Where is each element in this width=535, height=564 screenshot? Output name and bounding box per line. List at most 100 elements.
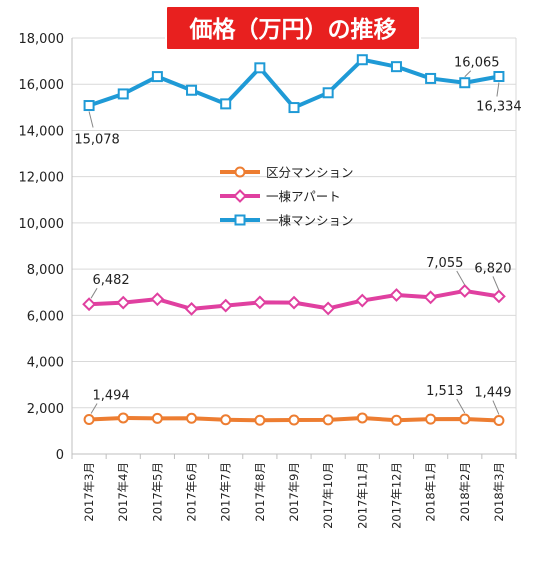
legend-item: 一棟アパート xyxy=(220,189,341,204)
y-tick-label: 0 xyxy=(56,448,64,463)
legend-label: 一棟マンション xyxy=(266,213,354,228)
data-point xyxy=(117,412,129,424)
x-tick-label: 2017年12月 xyxy=(389,462,403,529)
data-point xyxy=(151,71,163,83)
data-label: 16,065 xyxy=(454,56,500,71)
leader-line xyxy=(496,82,500,97)
data-point xyxy=(322,414,334,426)
y-tick-label: 8,000 xyxy=(27,263,64,278)
data-point xyxy=(355,293,370,308)
data-label: 15,078 xyxy=(74,133,120,148)
legend-swatch-marker xyxy=(234,214,246,226)
data-point xyxy=(493,415,505,427)
series-circle xyxy=(83,412,505,427)
data-point xyxy=(218,298,233,313)
x-tick-label: 2017年3月 xyxy=(82,462,96,522)
x-tick-label: 2018年3月 xyxy=(492,462,506,522)
data-point xyxy=(116,295,131,310)
x-tick-label: 2017年9月 xyxy=(287,462,301,522)
leader-line xyxy=(456,398,466,414)
x-tick-label: 2018年1月 xyxy=(424,462,438,522)
legend-swatch-marker xyxy=(233,189,247,203)
data-label: 1,494 xyxy=(92,388,129,403)
series-diamond xyxy=(82,284,506,316)
data-point xyxy=(493,71,505,83)
series-line xyxy=(88,57,500,110)
x-tick-label: 2017年10月 xyxy=(321,462,335,529)
data-point xyxy=(252,295,267,310)
series-square xyxy=(83,54,505,114)
title-text: 価格（万円）の推移 xyxy=(189,16,397,43)
data-point xyxy=(220,98,232,110)
data-point xyxy=(288,414,300,426)
gridlines xyxy=(72,37,516,455)
leader-line xyxy=(492,276,500,291)
data-point xyxy=(83,413,95,425)
legend-item: 一棟マンション xyxy=(220,213,354,228)
data-point xyxy=(321,301,336,316)
leader-line xyxy=(464,70,472,78)
x-tick-label: 2017年4月 xyxy=(116,462,130,522)
y-tick-label: 16,000 xyxy=(19,78,65,93)
data-point xyxy=(425,413,437,425)
data-point xyxy=(356,54,368,66)
data-point xyxy=(459,413,471,425)
chart-title: 価格（万円）の推移 xyxy=(165,5,421,51)
leader-line xyxy=(90,287,98,299)
data-point xyxy=(390,61,402,73)
axes: 0 2,000 4,000 6,000 8,000 10,000 12,000 14,000 1… xyxy=(19,32,517,529)
data-point xyxy=(389,288,404,302)
legend-label: 区分マンション xyxy=(266,165,354,180)
data-point xyxy=(492,289,506,304)
data-label: 1,449 xyxy=(474,386,511,401)
data-point xyxy=(423,290,438,305)
y-tick-label: 6,000 xyxy=(27,309,64,324)
data-point xyxy=(459,77,471,89)
data-point xyxy=(151,412,163,424)
data-point xyxy=(150,292,165,307)
data-point xyxy=(457,284,472,298)
data-point xyxy=(186,412,198,424)
x-tick-label: 2017年5月 xyxy=(150,462,164,522)
data-label: 16,334 xyxy=(476,100,522,115)
x-tick-label: 2017年7月 xyxy=(219,462,233,522)
data-point xyxy=(117,88,129,100)
data-label: 6,820 xyxy=(474,261,511,276)
data-label: 7,055 xyxy=(426,256,463,271)
data-point xyxy=(390,414,402,426)
leader-line xyxy=(492,400,500,415)
data-point xyxy=(254,414,266,426)
x-tick-label: 2017年11月 xyxy=(355,462,369,529)
data-label: 6,482 xyxy=(92,273,129,288)
data-point xyxy=(287,295,301,310)
legend-item: 区分マンション xyxy=(220,165,354,180)
data-point xyxy=(82,297,96,312)
data-labels: 1,494 1,513 1,449 6,482 7,055 6,820 15,078 16,0… xyxy=(74,56,522,415)
x-tick-label: 2017年8月 xyxy=(253,462,267,522)
leader-line xyxy=(88,111,94,128)
y-tick-label: 14,000 xyxy=(19,124,65,139)
data-point xyxy=(425,72,437,84)
x-tick-label: 2017年6月 xyxy=(185,462,199,522)
data-label: 1,513 xyxy=(426,384,463,399)
data-point xyxy=(254,62,266,74)
data-point xyxy=(184,301,199,316)
leader-line xyxy=(90,403,98,414)
series-lines xyxy=(82,54,506,427)
data-point xyxy=(356,412,368,424)
y-tick-label: 12,000 xyxy=(19,171,65,186)
title-box xyxy=(165,5,421,51)
legend-label: 一棟アパート xyxy=(266,189,341,204)
y-tick-label: 2,000 xyxy=(27,402,64,417)
data-point xyxy=(83,100,95,112)
legend-swatch-marker xyxy=(234,166,246,178)
data-point xyxy=(220,414,232,426)
y-tick-label: 4,000 xyxy=(27,356,64,371)
data-point xyxy=(186,84,198,96)
leader-line xyxy=(456,270,466,286)
x-tick-label: 2018年2月 xyxy=(458,462,472,522)
y-tick-label: 18,000 xyxy=(19,32,65,47)
